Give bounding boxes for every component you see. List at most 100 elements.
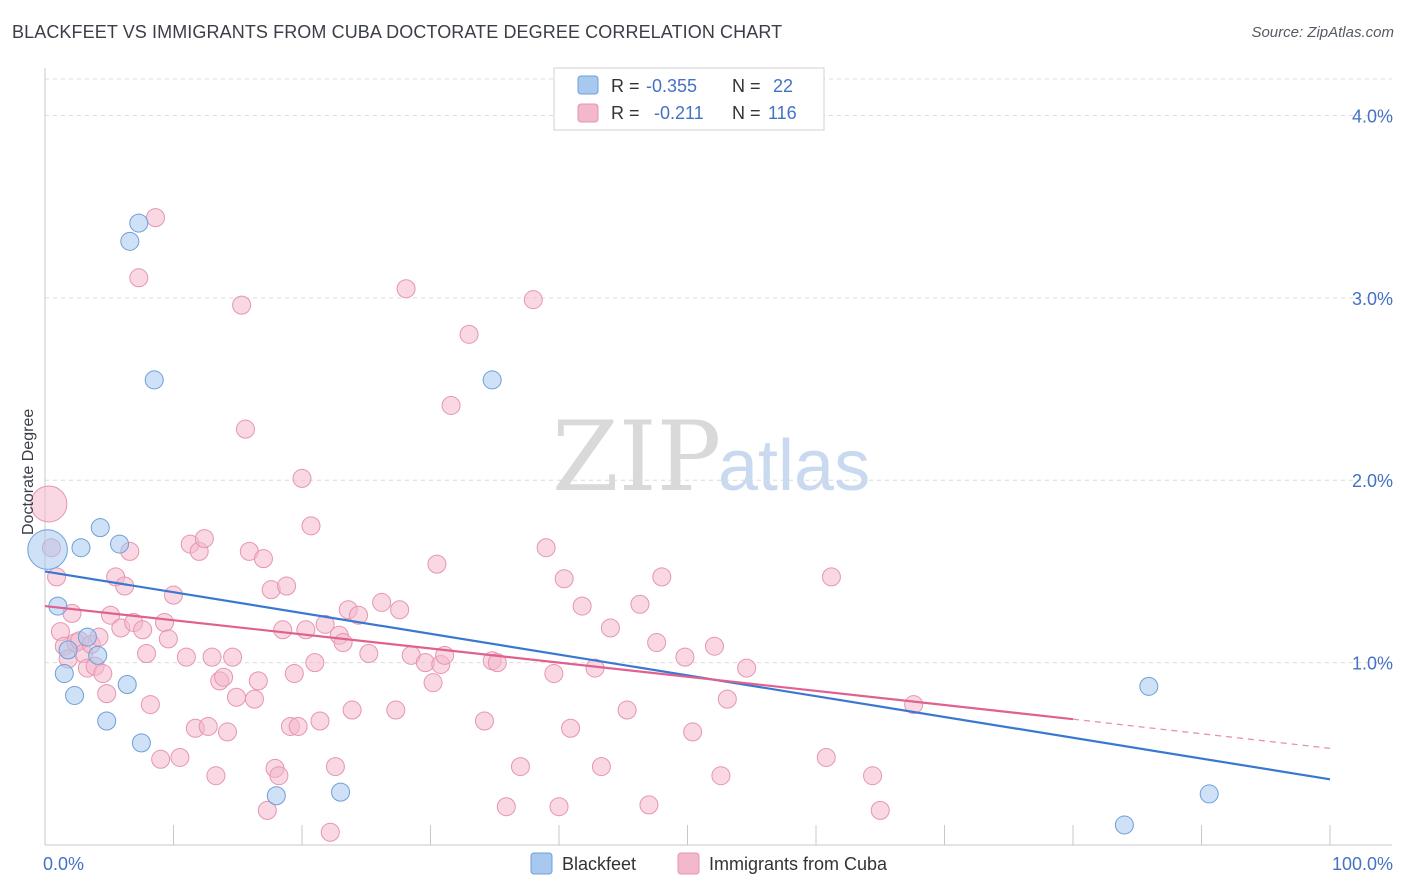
legend-r-label-1: R = bbox=[611, 76, 640, 96]
legend-bottom-swatch-cuba bbox=[677, 852, 700, 875]
series-blackfeet bbox=[27, 213, 1219, 835]
legend-n-label-1: N = bbox=[732, 76, 761, 96]
cuba-point-109 bbox=[711, 766, 731, 786]
cuba-point-32 bbox=[176, 647, 196, 667]
cuba-point-55 bbox=[273, 620, 293, 640]
cuba-point-56 bbox=[277, 576, 297, 596]
legend-box bbox=[553, 67, 825, 131]
y-tick-label-3: 4.0% bbox=[1352, 106, 1393, 126]
watermark-zip: ZIP bbox=[552, 401, 721, 513]
cuba-point-105 bbox=[652, 567, 672, 587]
cuba-point-102 bbox=[630, 594, 650, 614]
cuba-point-36 bbox=[194, 529, 214, 549]
blackfeet-point-9 bbox=[97, 711, 117, 731]
cuba-point-66 bbox=[320, 822, 340, 842]
blackfeet-point-6 bbox=[77, 627, 97, 647]
y-tick-label-0: 1.0% bbox=[1352, 654, 1393, 674]
blackfeet-point-21 bbox=[1199, 784, 1219, 804]
blackfeet-point-3 bbox=[58, 640, 78, 660]
blackfeet-point-12 bbox=[120, 231, 140, 251]
cuba-point-91 bbox=[523, 290, 543, 310]
series-immigrants-from-cuba bbox=[30, 208, 924, 842]
cuba-point-77 bbox=[396, 279, 416, 299]
cuba-point-38 bbox=[202, 647, 222, 667]
x-tick-label-0: 0.0% bbox=[43, 854, 84, 874]
cuba-point-44 bbox=[226, 687, 246, 707]
cuba-point-108 bbox=[704, 636, 724, 656]
legend-n-value-2: 116 bbox=[768, 103, 797, 123]
chart-title: BLACKFEET VS IMMIGRANTS FROM CUBA DOCTOR… bbox=[12, 22, 783, 42]
cuba-point-111 bbox=[737, 658, 757, 678]
cuba-point-92 bbox=[536, 538, 556, 558]
blackfeet-point-18 bbox=[482, 370, 502, 390]
cuba-point-74 bbox=[372, 592, 392, 612]
legend-swatch-cuba bbox=[577, 103, 599, 123]
cuba-point-62 bbox=[301, 516, 321, 536]
cuba-point-114 bbox=[863, 766, 883, 786]
blackfeet-point-4 bbox=[65, 685, 85, 705]
cuba-point-60 bbox=[292, 468, 312, 488]
cuba-point-45 bbox=[232, 295, 252, 315]
cuba-point-43 bbox=[223, 647, 243, 667]
cuba-point-48 bbox=[244, 689, 264, 709]
cuba-point-67 bbox=[325, 757, 345, 777]
legend-n-value-1: 22 bbox=[773, 76, 793, 96]
cuba-point-101 bbox=[617, 700, 637, 720]
cuba-point-42 bbox=[217, 722, 237, 742]
blackfeet-point-10 bbox=[110, 534, 130, 554]
legend-bottom-label-cuba: Immigrants from Cuba bbox=[709, 854, 888, 874]
cuba-point-27 bbox=[151, 749, 171, 769]
cuba-point-84 bbox=[441, 395, 461, 415]
blackfeet-point-17 bbox=[331, 782, 351, 802]
legend-bottom-swatch-blackfeet bbox=[530, 852, 553, 875]
cuba-point-28 bbox=[155, 612, 175, 632]
cuba-point-95 bbox=[554, 569, 574, 589]
cuba-point-100 bbox=[600, 618, 620, 638]
cuba-point-73 bbox=[359, 644, 379, 663]
blackfeet-point-15 bbox=[144, 370, 164, 390]
y-axis-label: Doctorate Degree bbox=[20, 409, 37, 535]
cuba-point-99 bbox=[591, 757, 611, 777]
cuba-point-15 bbox=[97, 684, 117, 704]
blackfeet-point-16 bbox=[266, 786, 286, 806]
cuba-point-29 bbox=[158, 629, 178, 649]
cuba-point-90 bbox=[510, 757, 530, 777]
cuba-point-25 bbox=[140, 695, 160, 715]
cuba-point-106 bbox=[675, 647, 695, 667]
cuba-point-86 bbox=[474, 711, 494, 731]
cuba-point-39 bbox=[206, 766, 226, 786]
legend-n-label-2: N = bbox=[732, 103, 761, 123]
cuba-point-112 bbox=[816, 747, 836, 767]
cuba-point-23 bbox=[133, 620, 153, 640]
trend-line-blackfeet bbox=[44, 570, 1331, 781]
source-label: Source: ZipAtlas.com bbox=[1251, 24, 1394, 41]
legend-top: R = -0.355 N = 22 R = -0.211 N = 116 bbox=[553, 67, 825, 131]
blackfeet-point-11 bbox=[117, 675, 137, 695]
cuba-point-71 bbox=[342, 700, 362, 720]
axes bbox=[44, 68, 1392, 846]
blackfeet-point-20 bbox=[1114, 815, 1134, 835]
legend-r-value-1: -0.355 bbox=[646, 76, 697, 96]
cuba-point-31 bbox=[170, 747, 190, 767]
legend-r-label-2: R = bbox=[611, 103, 640, 123]
cuba-point-69 bbox=[333, 633, 353, 653]
cuba-point-65 bbox=[315, 614, 335, 634]
cuba-point-89 bbox=[496, 797, 516, 817]
blackfeet-point-14 bbox=[131, 733, 151, 753]
cuba-point-94 bbox=[549, 797, 569, 817]
cuba-point-104 bbox=[647, 633, 667, 653]
legend-swatch-blackfeet bbox=[577, 75, 599, 95]
cuba-point-0 bbox=[30, 485, 68, 523]
cuba-point-96 bbox=[561, 718, 581, 738]
cuba-point-63 bbox=[305, 653, 325, 673]
watermark-atlas: atlas bbox=[718, 426, 870, 506]
y-tick-label-1: 2.0% bbox=[1352, 471, 1393, 491]
blackfeet-point-13 bbox=[129, 213, 149, 233]
cuba-point-24 bbox=[137, 644, 157, 663]
cuba-point-107 bbox=[683, 722, 703, 742]
cuba-point-50 bbox=[253, 549, 273, 569]
cuba-point-80 bbox=[423, 673, 443, 693]
cuba-point-46 bbox=[235, 419, 255, 439]
cuba-point-26 bbox=[146, 208, 166, 228]
